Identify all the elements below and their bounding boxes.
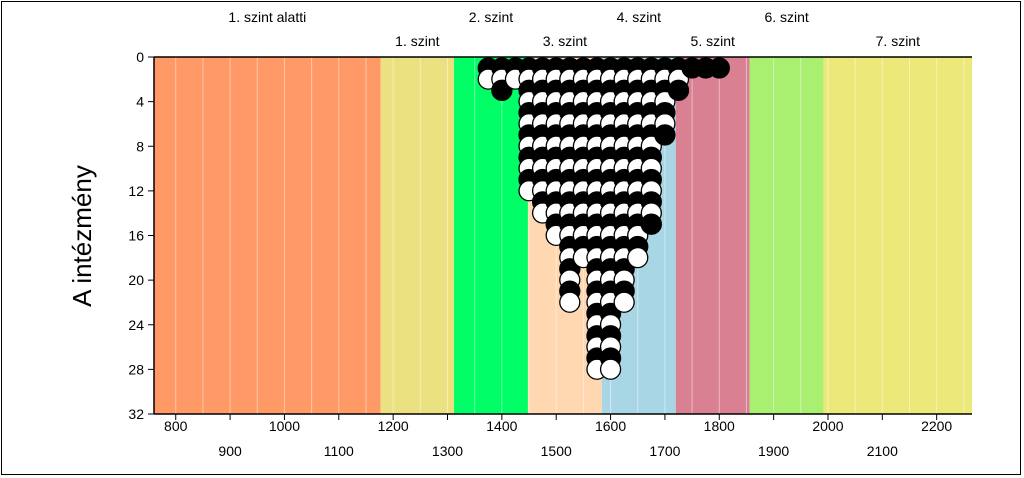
level-label-7: 6. szint xyxy=(764,9,808,25)
level-label-2: 1. szint xyxy=(395,33,439,49)
x-tick-label: 1100 xyxy=(324,443,354,459)
x-tick-label: 900 xyxy=(218,443,242,459)
level-label-6: 5. szint xyxy=(691,33,735,49)
x-tick-label: 1200 xyxy=(378,418,409,434)
level-labels: 1. szint alatti 1. szint 2. szint 3. szint 4… xyxy=(228,9,920,49)
level-band-1 xyxy=(154,57,381,414)
x-tick-label: 2000 xyxy=(812,418,843,434)
x-tick-label: 1800 xyxy=(704,418,735,434)
x-tick-label: 800 xyxy=(164,418,188,434)
y-tick-label: 20 xyxy=(128,272,144,288)
y-tick-label: 32 xyxy=(128,406,144,422)
institution-marker xyxy=(627,247,649,269)
y-tick-label: 8 xyxy=(136,138,144,154)
x-tick-label: 1400 xyxy=(486,418,517,434)
y-tick-label: 28 xyxy=(128,361,144,377)
institution-marker xyxy=(708,57,730,79)
institution-marker xyxy=(559,291,581,313)
y-tick-label: 0 xyxy=(136,49,144,65)
y-tick-label: 24 xyxy=(128,317,144,333)
axes xyxy=(148,56,972,420)
institution-marker xyxy=(667,79,690,101)
institution-marker xyxy=(613,291,635,313)
tick-labels: 0 4 8 12 16 20 24 28 32 800 900 1000 1100 1200 1300 140… xyxy=(128,49,952,459)
level-label-8: 7. szint xyxy=(876,33,920,49)
level-label-4: 3. szint xyxy=(543,33,587,49)
x-tick-label: 1600 xyxy=(595,418,626,434)
x-tick-label: 1000 xyxy=(269,418,300,434)
level-band-3 xyxy=(454,57,528,414)
x-tick-label: 1900 xyxy=(758,443,789,459)
y-tick-label: 12 xyxy=(128,183,144,199)
level-label-1: 1. szint alatti xyxy=(228,9,306,25)
level-band-7 xyxy=(749,57,824,414)
x-tick-label: 2200 xyxy=(921,418,952,434)
level-band-6 xyxy=(675,57,750,414)
x-tick-label: 1300 xyxy=(432,443,463,459)
level-label-3: 2. szint xyxy=(469,9,513,25)
y-tick-label: 4 xyxy=(136,94,144,110)
institution-marker xyxy=(640,213,662,235)
institution-marker xyxy=(654,124,676,146)
institution-marker xyxy=(599,358,622,380)
x-tick-label: 1700 xyxy=(649,443,680,459)
level-label-5: 4. szint xyxy=(617,9,661,25)
level-band-8 xyxy=(823,57,972,414)
x-tick-label: 1500 xyxy=(541,443,572,459)
institution-markers xyxy=(477,57,730,380)
level-band-2 xyxy=(380,57,455,414)
y-tick-label: 16 xyxy=(128,228,144,244)
y-axis-label: A intézmény xyxy=(67,165,97,307)
x-tick-label: 2100 xyxy=(867,443,898,459)
